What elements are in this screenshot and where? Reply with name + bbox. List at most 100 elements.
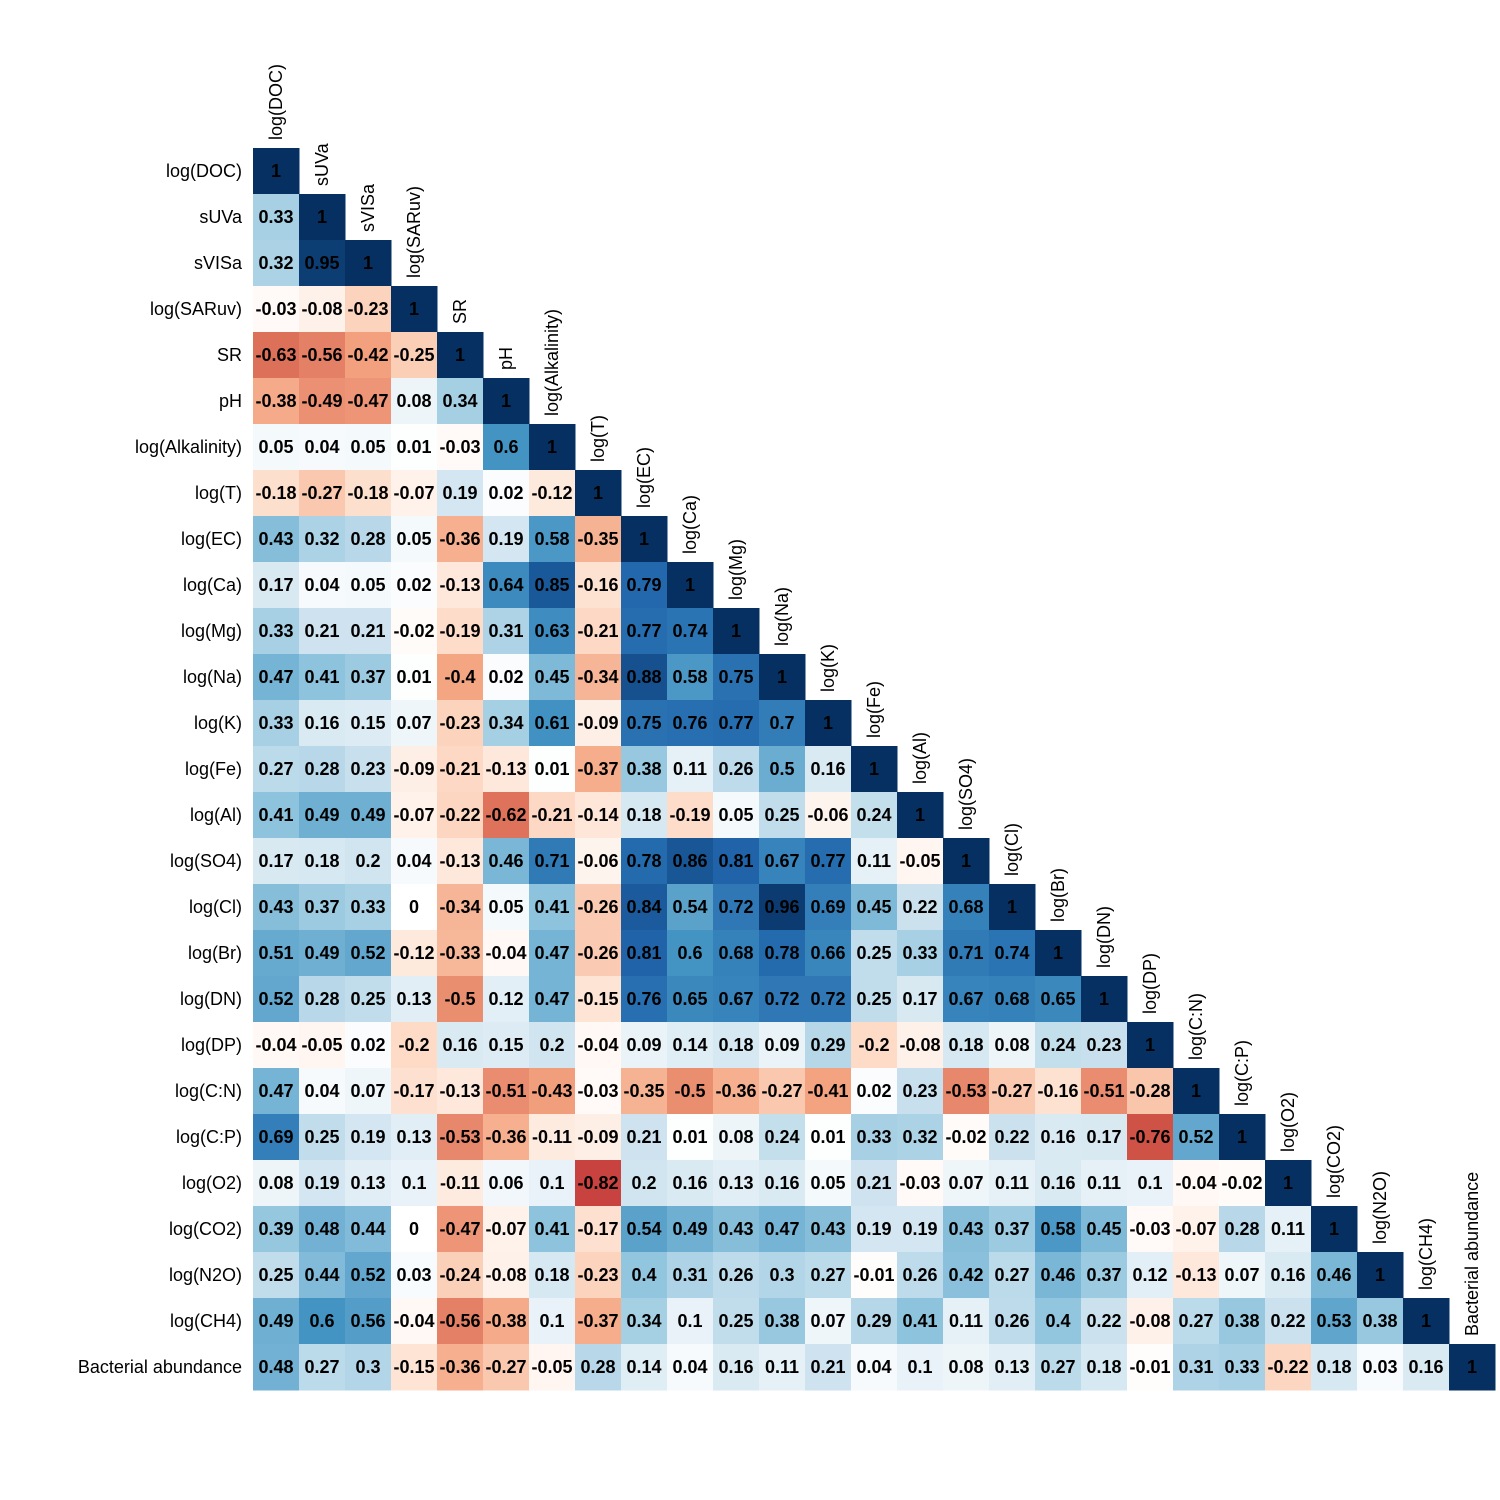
heatmap-cell-18-0 (253, 976, 300, 1023)
row-label-ph: pH (219, 391, 242, 411)
heatmap-cell-25-14 (897, 1298, 944, 1345)
cell-value-25-11: 0.38 (764, 1311, 799, 1331)
heatmap-cell-20-1 (299, 1068, 346, 1115)
cell-value-9-0: 0.17 (258, 575, 293, 595)
cell-value-13-5: -0.13 (485, 759, 526, 779)
cell-value-18-1: 0.28 (304, 989, 339, 1009)
heatmap-cell-15-15 (943, 838, 990, 885)
heatmap-cell-20-4 (437, 1068, 484, 1115)
cell-value-12-2: 0.15 (350, 713, 385, 733)
cell-value-19-19: 1 (1145, 1035, 1155, 1055)
cell-value-22-11: 0.16 (764, 1173, 799, 1193)
heatmap-cell-2-0 (253, 240, 300, 287)
heatmap-cell-12-10 (713, 700, 760, 747)
heatmap-cell-22-2 (345, 1160, 392, 1207)
cell-value-22-15: 0.07 (948, 1173, 983, 1193)
heatmap-cell-7-0 (253, 470, 300, 517)
heatmap-cell-20-8 (621, 1068, 668, 1115)
cell-value-20-16: -0.27 (991, 1081, 1032, 1101)
heatmap-cell-18-1 (299, 976, 346, 1023)
cell-value-11-3: 0.01 (396, 667, 431, 687)
heatmap-cell-17-1 (299, 930, 346, 977)
cell-value-23-23: 1 (1329, 1219, 1339, 1239)
cell-value-19-14: -0.08 (899, 1035, 940, 1055)
cell-value-13-1: 0.28 (304, 759, 339, 779)
heatmap-cell-9-9 (667, 562, 714, 609)
heatmap-cell-17-9 (667, 930, 714, 977)
cell-value-23-13: 0.19 (856, 1219, 891, 1239)
cell-value-22-6: 0.1 (539, 1173, 564, 1193)
heatmap-cell-18-9 (667, 976, 714, 1023)
heatmap-cell-8-2 (345, 516, 392, 563)
cell-value-16-15: 0.68 (948, 897, 983, 917)
cell-value-17-6: 0.47 (534, 943, 569, 963)
cell-value-8-1: 0.32 (304, 529, 339, 549)
heatmap-cell-19-0 (253, 1022, 300, 1069)
cell-value-18-18: 1 (1099, 989, 1109, 1009)
cell-value-13-0: 0.27 (258, 759, 293, 779)
heatmap-cell-24-21 (1219, 1252, 1266, 1299)
cell-value-21-14: 0.32 (902, 1127, 937, 1147)
heatmap-cell-17-3 (391, 930, 438, 977)
cell-value-23-6: 0.41 (534, 1219, 569, 1239)
cell-value-16-16: 1 (1007, 897, 1017, 917)
heatmap-cell-10-5 (483, 608, 530, 655)
heatmap-cell-3-3 (391, 286, 438, 333)
heatmap-cell-23-11 (759, 1206, 806, 1253)
cell-value-10-10: 1 (731, 621, 741, 641)
cell-value-23-9: 0.49 (672, 1219, 707, 1239)
heatmap-cell-26-3 (391, 1344, 438, 1391)
heatmap-cell-24-13 (851, 1252, 898, 1299)
heatmap-cell-12-5 (483, 700, 530, 747)
cell-value-19-7: -0.04 (577, 1035, 618, 1055)
cell-value-15-2: 0.2 (355, 851, 380, 871)
column-label-suva: sUVa (312, 142, 332, 186)
cell-value-2-0: 0.32 (258, 253, 293, 273)
heatmap-cell-20-10 (713, 1068, 760, 1115)
heatmap-cell-18-7 (575, 976, 622, 1023)
row-label-log-n2o: log(N2O) (169, 1265, 242, 1285)
cell-value-18-5: 0.12 (488, 989, 523, 1009)
heatmap-cell-18-13 (851, 976, 898, 1023)
cell-value-26-5: -0.27 (485, 1357, 526, 1377)
cell-value-22-9: 0.16 (672, 1173, 707, 1193)
cell-value-5-4: 0.34 (442, 391, 477, 411)
cell-value-25-16: 0.26 (994, 1311, 1029, 1331)
heatmap-cell-21-2 (345, 1114, 392, 1161)
cell-value-13-4: -0.21 (439, 759, 480, 779)
column-label-log-cl: log(Cl) (1002, 823, 1022, 876)
heatmap-cell-20-14 (897, 1068, 944, 1115)
row-label-log-ec: log(EC) (181, 529, 242, 549)
cell-value-24-4: -0.24 (439, 1265, 480, 1285)
cell-value-19-6: 0.2 (539, 1035, 564, 1055)
heatmap-cell-16-3 (391, 884, 438, 931)
cell-value-15-3: 0.04 (396, 851, 431, 871)
heatmap-cell-20-17 (1035, 1068, 1082, 1115)
heatmap-cell-21-5 (483, 1114, 530, 1161)
cell-value-23-2: 0.44 (350, 1219, 385, 1239)
heatmap-cell-14-5 (483, 792, 530, 839)
cell-value-9-4: -0.13 (439, 575, 480, 595)
cell-value-17-12: 0.66 (810, 943, 845, 963)
heatmap-cell-10-1 (299, 608, 346, 655)
heatmap-cell-16-1 (299, 884, 346, 931)
heatmap-cell-7-7 (575, 470, 622, 517)
heatmap-cell-24-19 (1127, 1252, 1174, 1299)
cell-value-15-1: 0.18 (304, 851, 339, 871)
heatmap-cell-24-24 (1357, 1252, 1404, 1299)
heatmap-cell-15-4 (437, 838, 484, 885)
cell-value-3-1: -0.08 (301, 299, 342, 319)
row-label-log-mg: log(Mg) (181, 621, 242, 641)
cell-value-24-13: -0.01 (853, 1265, 894, 1285)
heatmap-cell-18-2 (345, 976, 392, 1023)
heatmap-cell-22-5 (483, 1160, 530, 1207)
heatmap-cell-24-14 (897, 1252, 944, 1299)
cell-value-26-18: 0.18 (1086, 1357, 1121, 1377)
heatmap-cell-7-6 (529, 470, 576, 517)
heatmap-cell-26-1 (299, 1344, 346, 1391)
cell-value-26-0: 0.48 (258, 1357, 293, 1377)
cell-value-17-7: -0.26 (577, 943, 618, 963)
cell-value-16-13: 0.45 (856, 897, 891, 917)
heatmap-cell-15-6 (529, 838, 576, 885)
cell-value-16-8: 0.84 (626, 897, 661, 917)
